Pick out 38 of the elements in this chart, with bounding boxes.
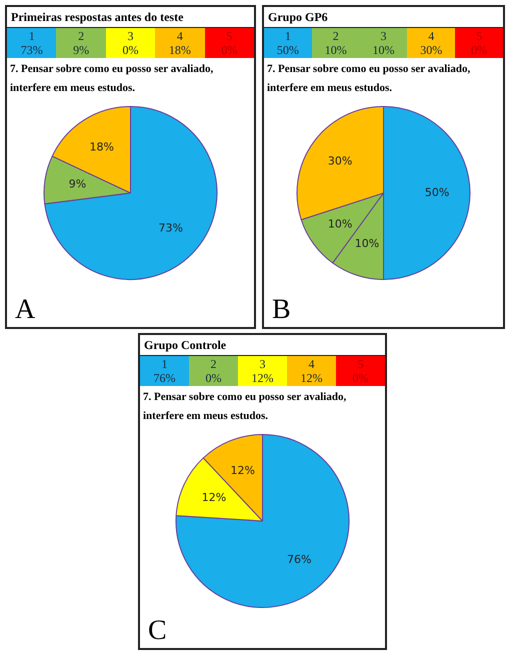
chart-title: Grupo Controle: [140, 335, 385, 356]
legend-label: 1: [16, 28, 56, 43]
data-label: 12%: [230, 464, 255, 477]
data-label: 10%: [328, 217, 352, 230]
text: 18%: [168, 43, 191, 57]
text: 7. Pensar sobre como eu posso ser avaliado, interfere em meus estudos.: [9, 62, 214, 96]
text: 76%: [154, 371, 176, 385]
text: C: [148, 615, 167, 646]
text: 0%: [122, 43, 139, 57]
text: 9%: [73, 43, 90, 57]
text: 0%: [206, 371, 222, 385]
text: 12%: [300, 371, 322, 385]
data-label: 76%: [286, 552, 312, 566]
text: 7. Pensar sobre como eu posso ser avaliado, interfere em meus estudos.: [142, 390, 348, 424]
legend-label: 5: [345, 356, 385, 371]
data-label: 10%: [354, 236, 380, 250]
chart-title: Grupo GP6: [264, 7, 503, 28]
data-label: 9%: [68, 177, 86, 190]
chart-title: Primeiras respostas antes do teste: [7, 7, 254, 28]
text: 30%: [420, 43, 442, 57]
text: 0%: [352, 371, 368, 385]
data-label: 18%: [90, 140, 114, 154]
legend-label: 5: [464, 28, 503, 43]
text: B: [272, 294, 291, 325]
legend-label: 5: [214, 28, 254, 43]
text: A: [15, 294, 36, 325]
text: 12%: [252, 371, 274, 385]
text: 10%: [324, 43, 347, 57]
text: 10%: [372, 43, 394, 57]
data-label: 50%: [424, 186, 450, 199]
data-label: 12%: [202, 491, 226, 504]
data-label: 73%: [158, 221, 183, 234]
text: 7. Pensar sobre como eu posso ser avaliado, interfere em meus estudos.: [266, 62, 472, 96]
text: 0%: [471, 43, 488, 57]
text: 73%: [20, 43, 43, 57]
data-label: 30%: [328, 154, 352, 168]
text: 50%: [276, 43, 299, 57]
text: 0%: [221, 43, 238, 57]
